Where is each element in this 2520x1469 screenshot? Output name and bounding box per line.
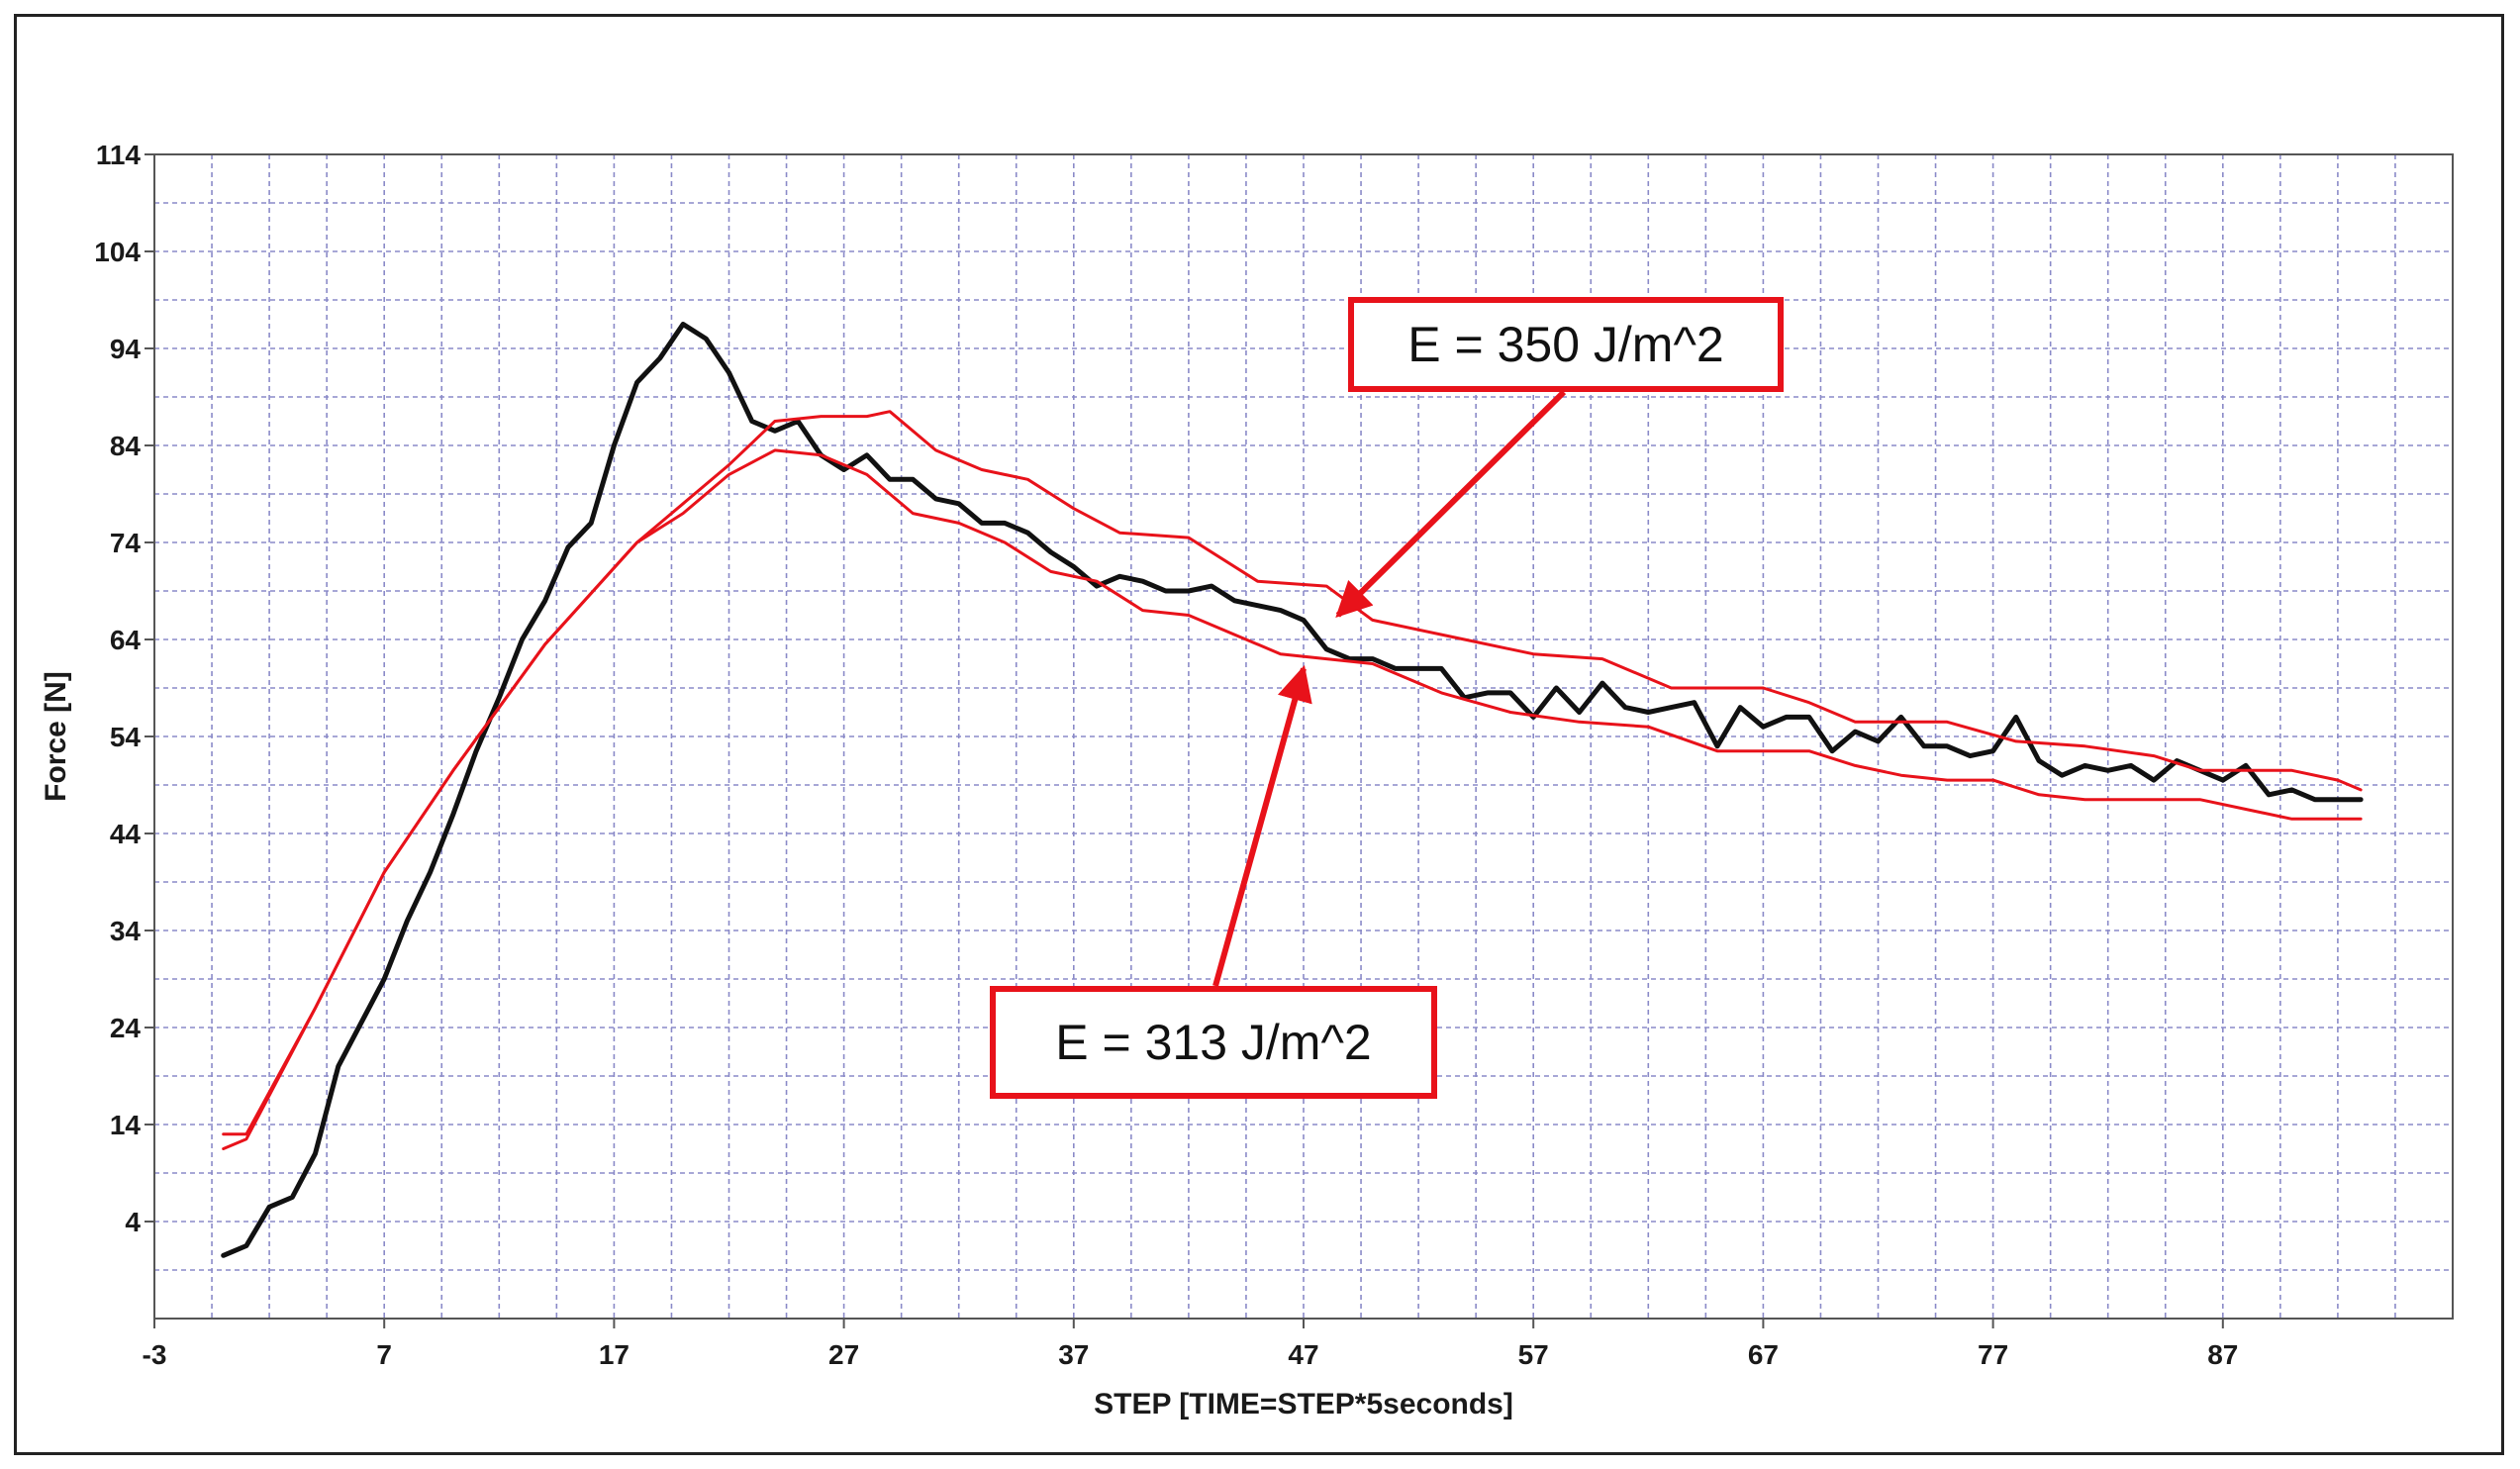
annotation-arrow-1	[1335, 389, 1567, 619]
y-tick-label: 94	[110, 334, 142, 364]
y-tick-label: 24	[110, 1013, 142, 1043]
tick-labels: -3 7 17 27 37 47 57 67 77 87 4 14 24 34 44 54 64 74 84 94 10…	[94, 140, 2238, 1370]
y-tick-label: 54	[110, 722, 142, 752]
series-line-measured	[221, 322, 2364, 1258]
x-tick-label: 57	[1518, 1339, 1549, 1370]
y-axis-title: Force [N]	[40, 671, 72, 802]
series-line-model-2	[222, 448, 2363, 1150]
y-tick-label: 74	[110, 528, 142, 558]
x-axis-title: STEP [TIME=STEP*5seconds]	[1094, 1388, 1513, 1420]
x-tick-label: 17	[599, 1339, 630, 1370]
annotation-text-350: E = 350 J/m^2	[1407, 317, 1724, 372]
annotation-box-350: E = 350 J/m^2	[1348, 297, 1784, 392]
x-tick-label: 37	[1058, 1339, 1089, 1370]
y-tick-label: 84	[110, 431, 142, 461]
y-tick-label: 114	[96, 140, 142, 170]
x-tick-label: -3	[143, 1339, 167, 1370]
y-tick-label: 4	[125, 1207, 141, 1237]
y-tick-label: 104	[94, 237, 141, 267]
annotation-text-313: E = 313 J/m^2	[1055, 1015, 1372, 1070]
axes	[145, 153, 2454, 1328]
x-tick-label: 7	[376, 1339, 392, 1370]
y-tick-label: 44	[110, 819, 142, 849]
series-lines	[221, 322, 2364, 1258]
x-tick-label: 27	[828, 1339, 859, 1370]
x-tick-label: 77	[1978, 1339, 2008, 1370]
annotation-arrow-2	[1212, 664, 1312, 987]
x-tick-label: 47	[1288, 1339, 1318, 1370]
x-tick-label: 67	[1748, 1339, 1779, 1370]
annotation-box-313: E = 313 J/m^2	[990, 986, 1437, 1099]
annotation-arrows	[1212, 389, 1567, 987]
y-tick-label: 64	[110, 625, 142, 655]
y-tick-label: 34	[110, 916, 142, 946]
series-line-model-1	[222, 410, 2363, 1136]
grid	[153, 153, 2454, 1319]
x-tick-label: 87	[2207, 1339, 2238, 1370]
y-tick-label: 14	[110, 1110, 142, 1140]
